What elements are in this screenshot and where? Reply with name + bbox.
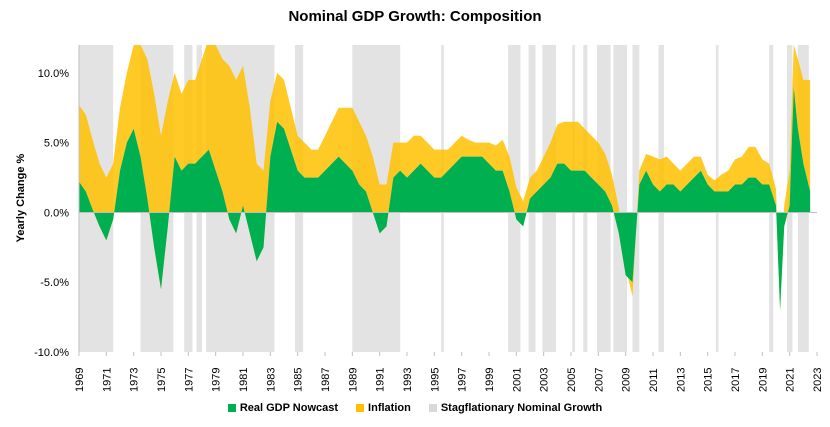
legend-item-stagflation: Stagflationary Nominal Growth xyxy=(428,402,603,414)
x-tick-label: 2021 xyxy=(785,368,797,392)
legend-item-inflation: Inflation xyxy=(356,402,411,414)
x-tick-label: 1989 xyxy=(347,368,359,392)
x-tick-label: 2007 xyxy=(593,368,605,392)
stagflation-region xyxy=(632,45,640,352)
legend-label-inflation: Inflation xyxy=(368,402,411,414)
x-tick-label: 2019 xyxy=(757,368,769,392)
x-tick-label: 2009 xyxy=(621,368,633,392)
x-tick-label: 1993 xyxy=(402,368,414,392)
x-tick-label: 1999 xyxy=(484,368,496,392)
legend-label-stagflation: Stagflationary Nominal Growth xyxy=(440,402,603,414)
x-tick-label: 1995 xyxy=(429,368,441,392)
stagflation-region xyxy=(613,45,628,352)
real-gdp-area xyxy=(79,86,811,311)
series-area-layer xyxy=(79,45,811,311)
y-tick-label: 5.0% xyxy=(44,138,69,150)
legend: Real GDP Nowcast Inflation Stagflationar… xyxy=(0,402,830,414)
x-tick-label: 2005 xyxy=(566,368,578,392)
x-tick-label: 1991 xyxy=(375,368,387,392)
chart-title: Nominal GDP Growth: Composition xyxy=(288,8,542,25)
x-tick-label: 2011 xyxy=(648,368,660,392)
y-tick-label: 0.0% xyxy=(44,207,69,219)
x-tick-label: 2023 xyxy=(812,368,824,392)
x-tick-label: 1975 xyxy=(156,368,168,392)
legend-item-real-gdp: Real GDP Nowcast xyxy=(227,402,339,414)
x-tick-label: 1983 xyxy=(265,368,277,392)
x-tick-label: 1987 xyxy=(320,368,332,392)
x-tick-label: 1973 xyxy=(129,368,141,392)
x-tick-label: 2015 xyxy=(703,368,715,392)
y-axis-label: Yearly Change % xyxy=(15,153,27,242)
x-tick-label: 2003 xyxy=(539,368,551,392)
x-tick-label: 2013 xyxy=(675,368,687,392)
legend-swatch-inflation xyxy=(356,404,365,412)
x-tick-label: 1997 xyxy=(457,368,469,392)
x-tick-label: 1981 xyxy=(238,368,250,392)
y-tick-label: -10.0% xyxy=(34,347,69,359)
x-tick-label: 1977 xyxy=(183,368,195,392)
x-tick-label: 1985 xyxy=(293,368,305,392)
x-tick-label: 1979 xyxy=(211,368,223,392)
x-tick-label: 2017 xyxy=(730,368,742,392)
y-tick-label: -5.0% xyxy=(40,277,69,289)
x-tick-label: 1969 xyxy=(74,368,86,392)
x-tick-label: 2001 xyxy=(511,368,523,392)
x-tick-label: 1971 xyxy=(101,368,113,392)
legend-swatch-real-gdp xyxy=(227,404,236,412)
axis-layer: 10.0% 5.0% 0.0% -5.0% -10.0% 1969 1971 1973 1975… xyxy=(34,45,824,392)
legend-label-real-gdp: Real GDP Nowcast xyxy=(239,402,339,414)
legend-swatch-stagflation xyxy=(428,404,437,412)
y-tick-label: 10.0% xyxy=(38,68,69,80)
